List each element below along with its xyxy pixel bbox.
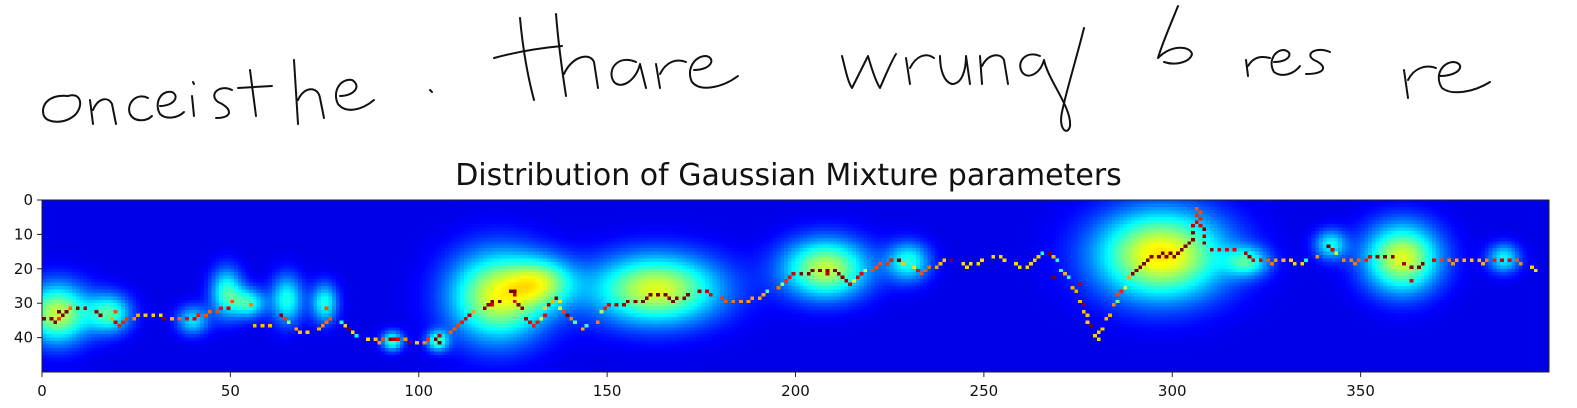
x-tick-label: 50 — [221, 382, 240, 400]
x-tick-label: 300 — [1158, 382, 1187, 400]
handwriting-strokes — [42, 5, 1491, 132]
handwriting-stroke — [979, 54, 1009, 85]
handwriting-stroke — [1305, 48, 1331, 75]
handwriting-stroke — [293, 59, 325, 125]
handwriting-stroke — [213, 87, 233, 119]
x-axis: 0 50 100 150 200 250 300 350 — [37, 372, 1375, 400]
y-axis: 0 10 20 30 40 — [14, 191, 42, 347]
handwriting-stroke — [905, 54, 935, 85]
handwriting-stroke — [128, 95, 153, 122]
x-tick-label: 100 — [404, 382, 433, 400]
x-tick-label: 150 — [593, 382, 622, 400]
handwriting-stroke — [610, 59, 647, 89]
handwriting-stroke — [1245, 56, 1271, 77]
handwriting-stroke — [1157, 5, 1193, 65]
y-tick-label: 30 — [14, 294, 33, 312]
y-tick-label: 20 — [14, 260, 33, 278]
y-tick-label: 10 — [14, 225, 33, 243]
handwriting-stroke — [42, 94, 82, 123]
handwriting-stroke — [191, 81, 195, 117]
handwriting-stroke — [334, 78, 375, 111]
chart-title: Distribution of Gaussian Mixture paramet… — [455, 158, 1122, 193]
y-tick-label: 0 — [23, 191, 33, 209]
x-tick-label: 0 — [37, 382, 47, 400]
handwriting-stroke — [841, 53, 897, 89]
handwriting-stroke — [1437, 61, 1491, 94]
handwriting-stroke — [237, 69, 273, 117]
handwriting-stroke — [1403, 65, 1437, 99]
handwriting-stroke — [429, 89, 433, 93]
x-tick-label: 350 — [1346, 382, 1375, 400]
handwriting-stroke — [555, 13, 599, 97]
handwriting-stroke — [1270, 49, 1301, 76]
handwriting-stroke — [939, 55, 971, 85]
handwriting-stroke — [1019, 27, 1085, 132]
handwriting-stroke — [156, 90, 185, 119]
handwriting-stroke — [688, 55, 739, 89]
heatmap-image — [42, 200, 1549, 372]
handwriting-stroke — [655, 59, 687, 89]
x-tick-label: 200 — [781, 382, 810, 400]
x-tick-label: 250 — [970, 382, 999, 400]
handwriting-stroke — [493, 17, 563, 101]
handwriting-stroke — [89, 98, 117, 125]
y-tick-label: 40 — [14, 329, 33, 347]
plot-area — [41, 199, 1550, 373]
